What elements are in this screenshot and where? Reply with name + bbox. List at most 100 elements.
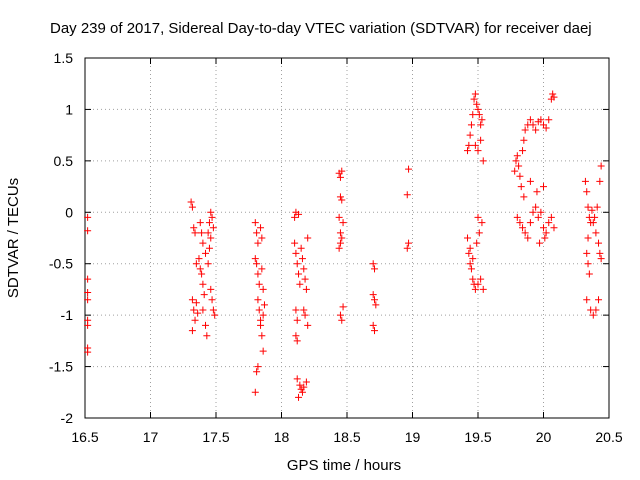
- data-point: [336, 229, 344, 237]
- data-point: [540, 224, 547, 232]
- data-point: [581, 177, 589, 185]
- chart-title: Day 239 of 2017, Sidereal Day-to-day VTE…: [50, 20, 592, 37]
- data-point: [542, 124, 550, 132]
- data-point: [584, 260, 592, 268]
- data-point: [259, 311, 267, 319]
- data-point: [596, 177, 604, 185]
- data-point: [519, 224, 527, 232]
- data-point: [84, 348, 92, 356]
- data-point: [550, 224, 558, 232]
- y-tick-label: -0.5: [49, 256, 73, 272]
- data-point: [532, 203, 540, 211]
- data-point: [592, 306, 600, 314]
- data-point: [474, 105, 482, 113]
- data-point: [199, 239, 207, 247]
- data-point: [542, 229, 550, 237]
- data-point: [84, 275, 92, 283]
- data-point: [584, 234, 592, 242]
- data-point: [297, 244, 305, 252]
- data-point: [597, 162, 605, 170]
- data-point: [532, 126, 540, 134]
- data-point: [524, 234, 532, 242]
- data-point: [372, 301, 380, 309]
- data-point: [469, 255, 477, 263]
- data-point: [253, 229, 261, 237]
- data-point: [202, 249, 210, 257]
- data-point: [199, 280, 207, 288]
- data-point: [465, 249, 473, 257]
- data-point: [190, 224, 198, 232]
- data-point: [207, 285, 215, 293]
- data-point: [302, 285, 310, 293]
- data-point: [208, 296, 216, 304]
- data-point: [541, 234, 549, 242]
- data-point: [471, 90, 479, 98]
- data-point: [84, 289, 92, 297]
- data-point: [585, 270, 593, 278]
- data-point: [205, 219, 213, 227]
- data-point: [583, 188, 591, 196]
- data-point: [513, 152, 521, 160]
- data-point: [258, 265, 266, 273]
- data-point: [473, 100, 481, 108]
- data-point: [293, 260, 301, 268]
- data-point: [520, 136, 528, 144]
- data-point: [475, 111, 483, 119]
- data-point: [336, 311, 344, 319]
- data-point: [596, 249, 604, 257]
- grid-layer: [85, 58, 609, 418]
- data-point: [471, 141, 479, 149]
- data-point: [405, 165, 413, 173]
- data-point: [516, 172, 524, 180]
- data-point: [300, 306, 308, 314]
- data-point: [302, 378, 310, 386]
- data-point: [371, 265, 379, 273]
- data-point: [533, 188, 541, 196]
- data-point: [465, 141, 473, 149]
- points-layer: [84, 90, 605, 401]
- data-point: [595, 239, 603, 247]
- data-point: [519, 147, 527, 155]
- data-point: [471, 285, 479, 293]
- data-point: [295, 393, 303, 401]
- data-point: [336, 173, 344, 181]
- data-point: [478, 116, 486, 124]
- data-point: [192, 299, 200, 307]
- x-axis-title: GPS time / hours: [287, 457, 401, 474]
- data-point: [304, 234, 312, 242]
- data-point: [251, 219, 259, 227]
- data-point: [84, 296, 92, 304]
- x-tick-label: 17.5: [202, 429, 229, 445]
- data-point: [300, 383, 308, 391]
- data-point: [336, 239, 344, 247]
- data-point: [253, 260, 261, 268]
- data-point: [203, 332, 211, 340]
- data-point: [529, 121, 537, 129]
- data-point: [477, 275, 485, 283]
- data-point: [251, 388, 259, 396]
- data-point: [479, 157, 487, 165]
- data-point: [537, 116, 545, 124]
- data-point: [191, 316, 199, 324]
- data-point: [292, 249, 300, 257]
- data-point: [257, 316, 265, 324]
- data-point: [293, 337, 301, 345]
- data-point: [292, 332, 300, 340]
- data-point: [466, 244, 474, 252]
- data-point: [473, 239, 481, 247]
- data-point: [196, 219, 204, 227]
- data-point: [295, 210, 303, 218]
- data-point: [258, 234, 266, 242]
- data-point: [511, 167, 519, 175]
- data-point: [205, 244, 213, 252]
- data-point: [198, 270, 206, 278]
- data-point: [301, 275, 309, 283]
- data-point: [258, 332, 266, 340]
- data-point: [336, 193, 344, 201]
- data-point: [204, 229, 212, 237]
- data-point: [529, 208, 537, 216]
- data-point: [339, 303, 347, 311]
- data-point: [470, 95, 478, 103]
- data-point: [188, 327, 196, 335]
